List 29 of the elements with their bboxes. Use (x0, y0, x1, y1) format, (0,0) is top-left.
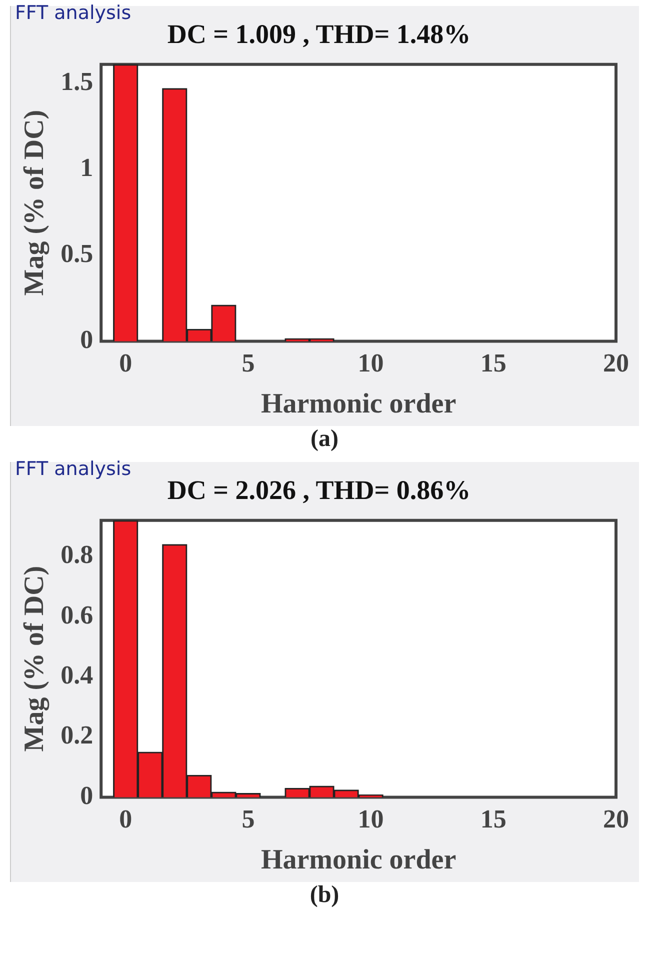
text: FFT analysis (15, 458, 132, 480)
x-tick-label: 5 (242, 348, 255, 378)
x-tick-label: 15 (480, 804, 506, 834)
y-tick-label: 0.5 (60, 238, 94, 268)
x-tick-label: 10 (358, 804, 384, 834)
text: FFT analysis (15, 2, 132, 24)
chart-title: DC = 1.009 , THD= 1.48% (167, 19, 471, 50)
y-tick-label: 0.8 (60, 540, 94, 570)
x-tick-label: 20 (603, 348, 629, 378)
y-tick-label: 0.6 (60, 600, 94, 630)
y-axis-title: Mag (% of DC) (19, 566, 50, 752)
y-tick-label: 1.5 (60, 67, 94, 96)
y-tick-label: 0.4 (60, 660, 94, 690)
x-tick-label: 15 (480, 348, 506, 378)
x-axis-title: Harmonic order (260, 388, 456, 420)
x-tick-label: 0 (119, 348, 132, 378)
chart-title: DC = 2.026 , THD= 0.86% (167, 475, 471, 506)
x-tick-label: 0 (119, 804, 132, 834)
x-tick-label: 20 (603, 804, 629, 834)
y-tick-label: 1 (80, 152, 94, 182)
text: (b) (308, 882, 340, 910)
y-axis-title: Mag (% of DC) (19, 110, 50, 296)
x-axis-title: Harmonic order (260, 844, 456, 876)
x-tick-label: 10 (358, 348, 384, 378)
x-tick-label: 5 (242, 804, 255, 834)
y-tick-label: 0.2 (60, 720, 94, 750)
y-tick-label: 0 (80, 324, 94, 354)
y-tick-label: 0 (80, 780, 94, 810)
text: (a) (310, 426, 340, 454)
